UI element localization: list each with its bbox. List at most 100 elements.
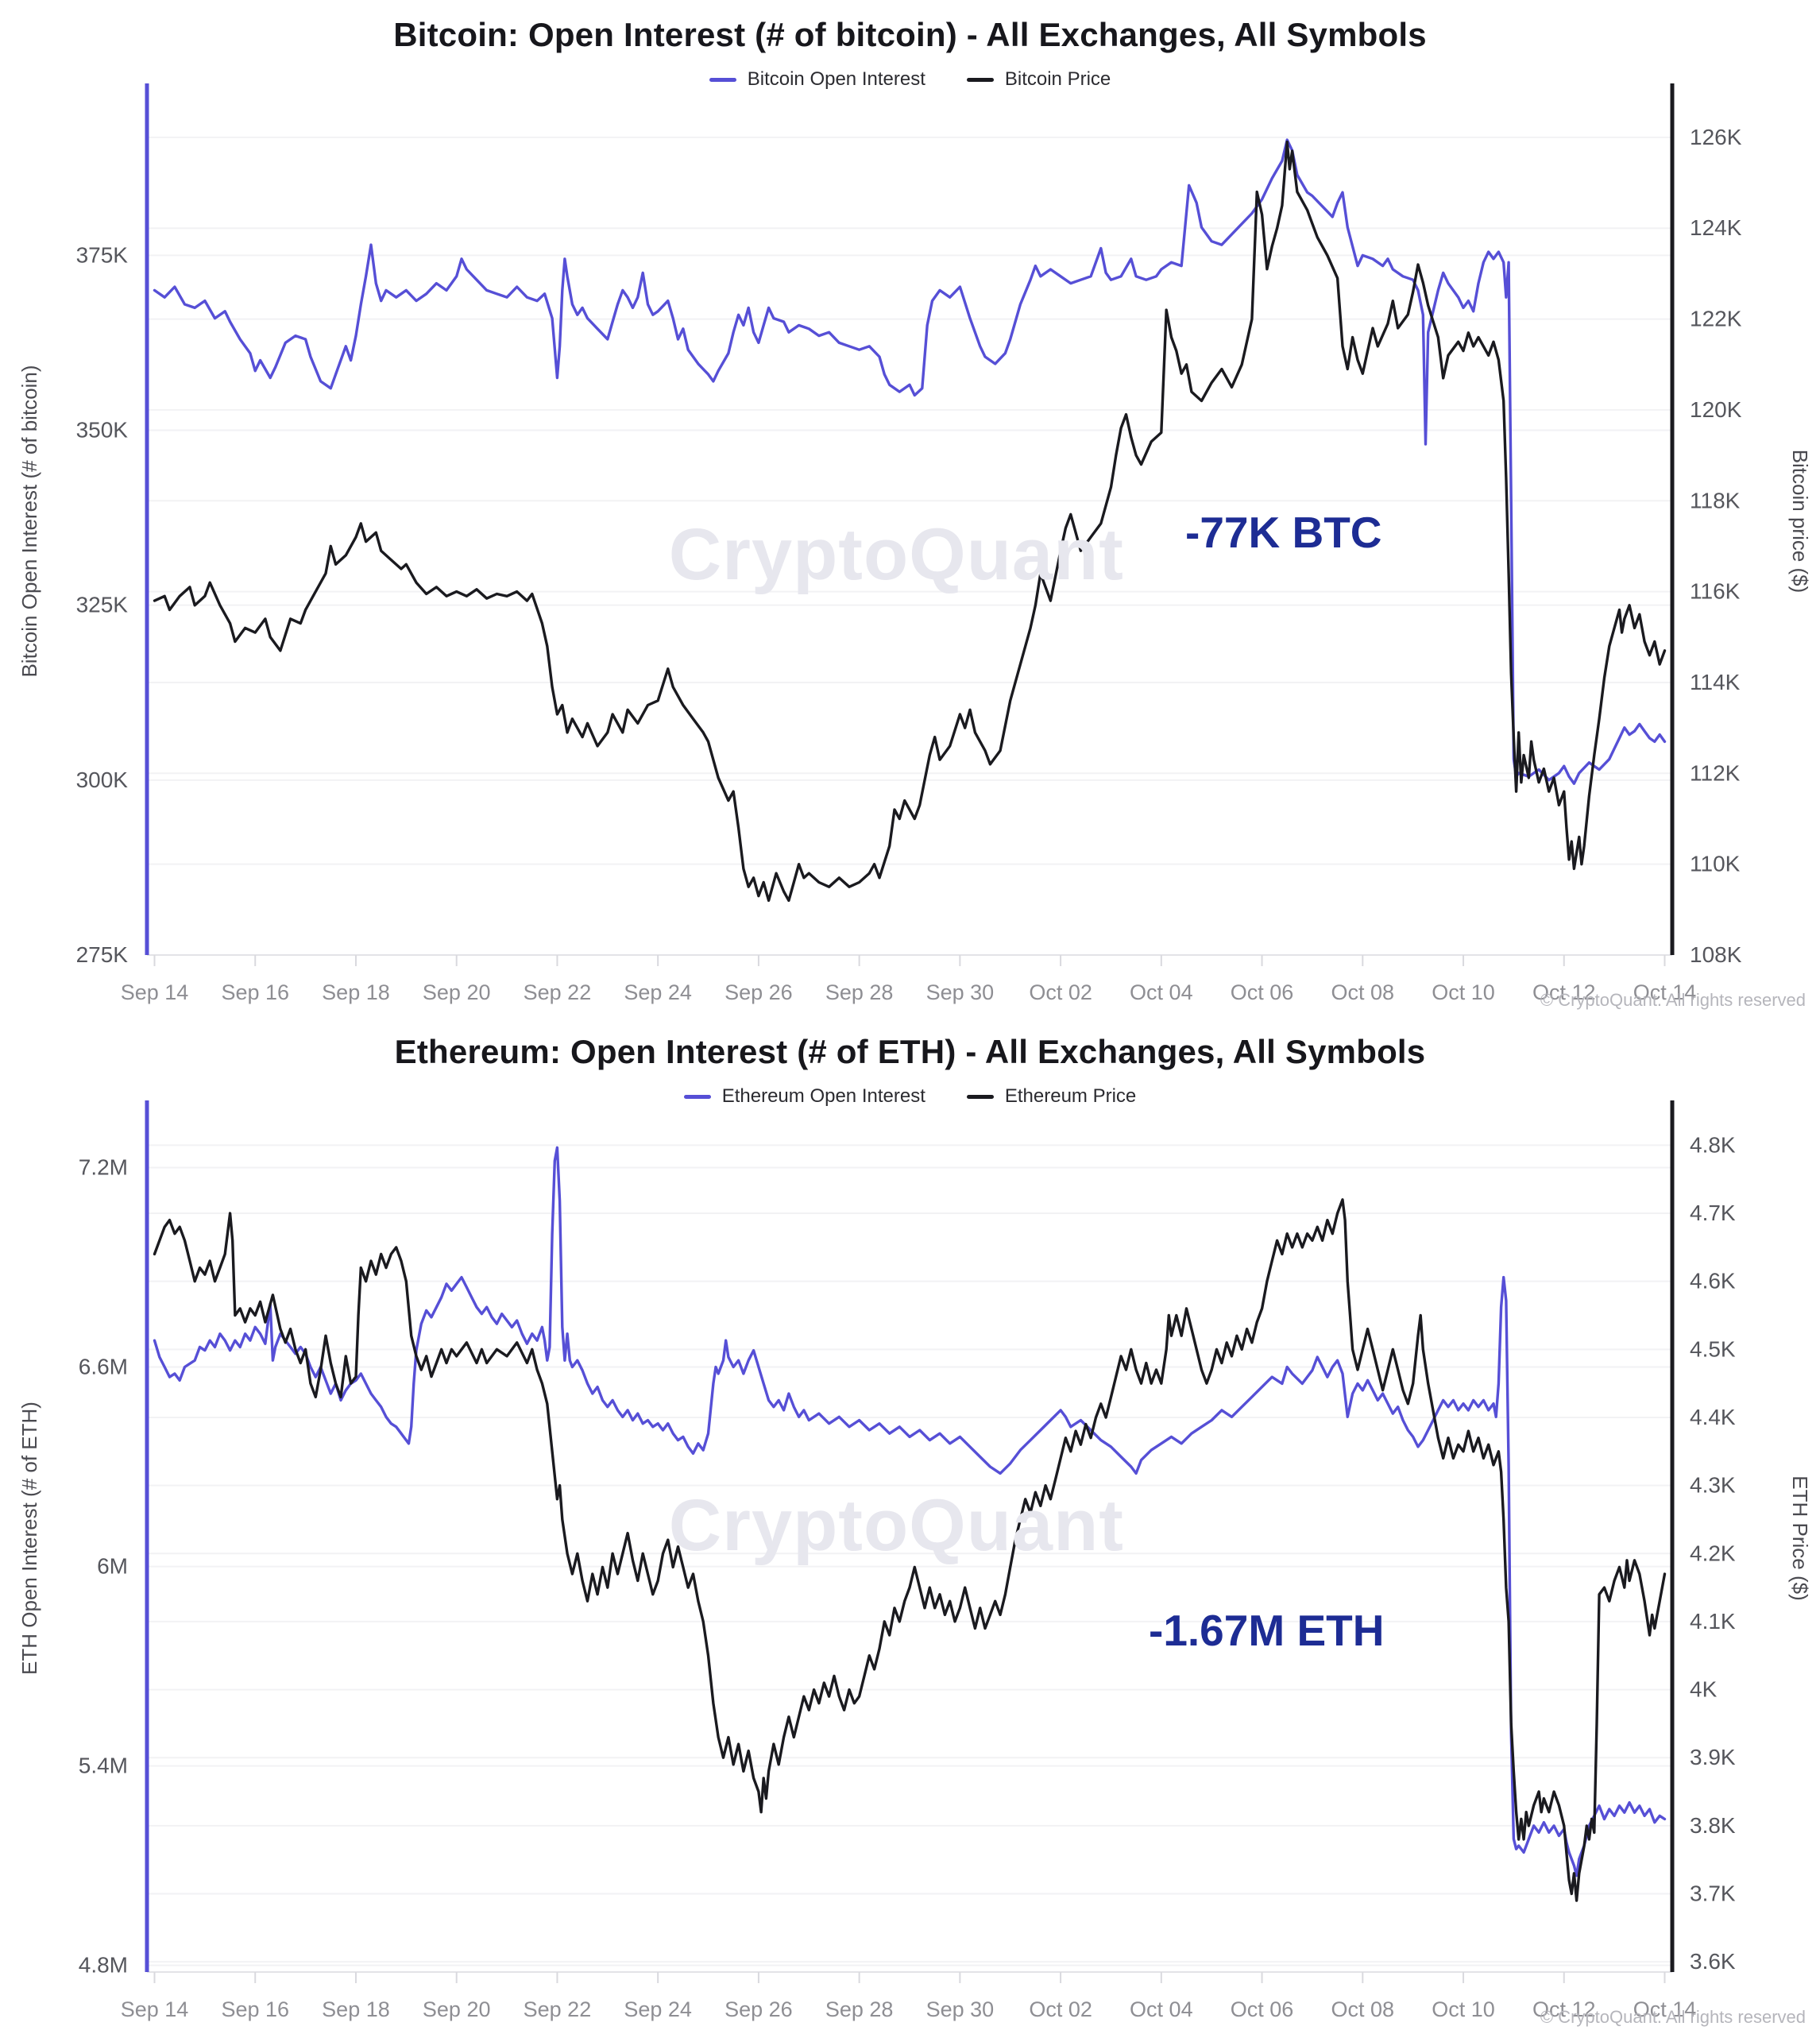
btc-legend: Bitcoin Open Interest Bitcoin Price (0, 68, 1820, 91)
left-tick-label: 300K (76, 768, 129, 792)
cryptoquant-watermark: CryptoQuant (668, 514, 1124, 595)
eth-price-swatch (966, 1094, 994, 1099)
right-tick-label: 126K (1690, 125, 1742, 149)
right-tick-label: 4.4K (1690, 1405, 1736, 1429)
right-tick-label: 114K (1690, 670, 1741, 694)
right-tick-label: 124K (1690, 215, 1742, 240)
x-tick-label: Sep 14 (121, 1997, 189, 2021)
btc-open-interest-legend-label: Bitcoin Open Interest (747, 68, 925, 90)
x-tick-label: Sep 22 (524, 1997, 592, 2021)
right-tick-label: 4.5K (1690, 1336, 1736, 1361)
x-tick-label: Oct 08 (1331, 980, 1395, 1004)
left-tick-label: 6M (97, 1554, 128, 1579)
right-tick-label: 108K (1690, 942, 1742, 967)
eth-legend-item-open-interest[interactable]: Ethereum Open Interest (683, 1085, 925, 1108)
x-tick-label: Oct 10 (1432, 980, 1495, 1004)
right-tick-label: 3.6K (1690, 1949, 1736, 1974)
ethereum-open-interest-chart: Ethereum: Open Interest (# of ETH) - All… (0, 1017, 1820, 2034)
eth-legend: Ethereum Open Interest Ethereum Price (0, 1085, 1820, 1108)
right-tick-label: 118K (1690, 488, 1741, 512)
eth-legend-item-price[interactable]: Ethereum Price (966, 1085, 1137, 1108)
btc-chart-canvas: Sep 14 Sep 16 Sep 18 Sep 20 Sep 22 Sep 24 Sep … (76, 83, 1742, 1004)
left-tick-label: 275K (76, 942, 129, 967)
btc-drop-annotation: -77K BTC (1185, 508, 1382, 557)
right-tick-label: 122K (1690, 307, 1742, 331)
eth-open-interest-legend-label: Ethereum Open Interest (721, 1085, 925, 1107)
btc-open-interest-swatch (709, 77, 736, 82)
right-tick-label: 3.8K (1690, 1813, 1736, 1838)
x-tick-label: Oct 06 (1231, 1997, 1294, 2021)
right-tick-label: 4.1K (1690, 1609, 1736, 1634)
x-tick-label: Oct 08 (1331, 1997, 1395, 2021)
eth-open-interest-line (153, 1146, 1667, 1877)
x-tick-label: Oct 10 (1432, 1997, 1495, 2021)
x-tick-label: Oct 04 (1130, 980, 1193, 1004)
x-tick-label: Sep 24 (624, 980, 692, 1004)
right-tick-label: 4.3K (1690, 1473, 1736, 1498)
x-tick-label: Sep 14 (121, 980, 189, 1004)
eth-drop-annotation: -1.67M ETH (1149, 1606, 1385, 1655)
right-tick-label: 4.7K (1690, 1201, 1736, 1225)
left-tick-label: 325K (76, 593, 129, 617)
left-tick-label: 4.8M (79, 1953, 128, 1978)
x-tick-label: Sep 24 (624, 1997, 692, 2021)
eth-copyright-notice: © CryptoQuant. All rights reserved (1540, 2007, 1806, 2027)
x-tick-label: Sep 16 (221, 980, 289, 1004)
x-tick-label: Sep 26 (725, 1997, 793, 2021)
btc-price-line (153, 140, 1667, 903)
right-tick-label: 4K (1690, 1677, 1718, 1702)
right-tick-label: 116K (1690, 579, 1741, 604)
right-tick-label: 3.7K (1690, 1881, 1736, 1906)
btc-price-swatch (966, 77, 994, 82)
x-tick-label: Oct 14 (1633, 1997, 1697, 2021)
x-tick-label: Oct 14 (1633, 980, 1697, 1004)
x-tick-label: Sep 18 (322, 980, 390, 1004)
btc-price-legend-label: Bitcoin Price (1004, 68, 1111, 90)
x-tick-label: Oct 12 (1532, 980, 1596, 1004)
x-tick-label: Oct 02 (1029, 980, 1092, 1004)
x-tick-label: Oct 04 (1130, 1997, 1193, 2021)
bitcoin-open-interest-chart: Bitcoin: Open Interest (# of bitcoin) - … (0, 16, 1820, 1010)
x-tick-label: Sep 30 (926, 1997, 995, 2021)
right-tick-label: 3.9K (1690, 1745, 1736, 1769)
x-tick-label: Sep 16 (221, 1997, 289, 2021)
btc-plot-area: Sep 14 Sep 16 Sep 18 Sep 20 Sep 22 Sep 24 Sep … (0, 72, 1820, 1009)
btc-right-axis-title: Bitcoin price ($) (1788, 449, 1812, 594)
x-tick-label: Sep 20 (423, 980, 491, 1004)
left-tick-label: 375K (76, 242, 129, 267)
right-tick-label: 4.8K (1690, 1132, 1736, 1157)
btc-legend-item-open-interest[interactable]: Bitcoin Open Interest (709, 68, 925, 91)
left-tick-label: 5.4M (79, 1754, 128, 1778)
btc-copyright-notice: © CryptoQuant. All rights reserved (1540, 990, 1806, 1010)
right-tick-label: 4.6K (1690, 1269, 1736, 1293)
btc-chart-title: Bitcoin: Open Interest (# of bitcoin) - … (393, 16, 1427, 53)
x-tick-label: Sep 28 (825, 1997, 894, 2021)
right-tick-label: 110K (1690, 852, 1741, 876)
x-tick-label: Sep 28 (825, 980, 894, 1004)
eth-price-line (153, 1198, 1667, 1902)
x-tick-label: Sep 30 (926, 980, 995, 1004)
eth-chart-title: Ethereum: Open Interest (# of ETH) - All… (394, 1033, 1426, 1070)
eth-open-interest-swatch (683, 1094, 711, 1099)
eth-price-legend-label: Ethereum Price (1004, 1085, 1137, 1107)
right-tick-label: 112K (1690, 760, 1741, 785)
left-tick-label: 350K (76, 418, 129, 443)
btc-left-axis-title: Bitcoin Open Interest (# of bitcoin) (17, 365, 41, 678)
eth-chart-canvas: Sep 14 Sep 16 Sep 18 Sep 20 Sep 22 Sep 24 Sep … (79, 1100, 1736, 2021)
right-tick-label: 4.2K (1690, 1541, 1736, 1565)
x-tick-label: Oct 02 (1029, 1997, 1092, 2021)
eth-left-axis-title: ETH Open Interest (# of ETH) (17, 1402, 41, 1675)
left-tick-label: 6.6M (79, 1355, 128, 1379)
x-tick-label: Oct 06 (1231, 980, 1294, 1004)
cryptoquant-watermark: CryptoQuant (668, 1485, 1124, 1566)
x-tick-label: Sep 18 (322, 1997, 390, 2021)
btc-legend-item-price[interactable]: Bitcoin Price (966, 68, 1111, 91)
btc-open-interest-line (153, 138, 1667, 785)
x-tick-label: Sep 26 (725, 980, 793, 1004)
x-tick-label: Oct 12 (1532, 1997, 1596, 2021)
right-tick-label: 120K (1690, 397, 1742, 422)
x-tick-label: Sep 20 (423, 1997, 491, 2021)
left-tick-label: 7.2M (79, 1154, 128, 1179)
x-tick-label: Sep 22 (524, 980, 592, 1004)
eth-plot-area: Sep 14 Sep 16 Sep 18 Sep 20 Sep 22 Sep 24 Sep … (0, 1089, 1820, 2026)
